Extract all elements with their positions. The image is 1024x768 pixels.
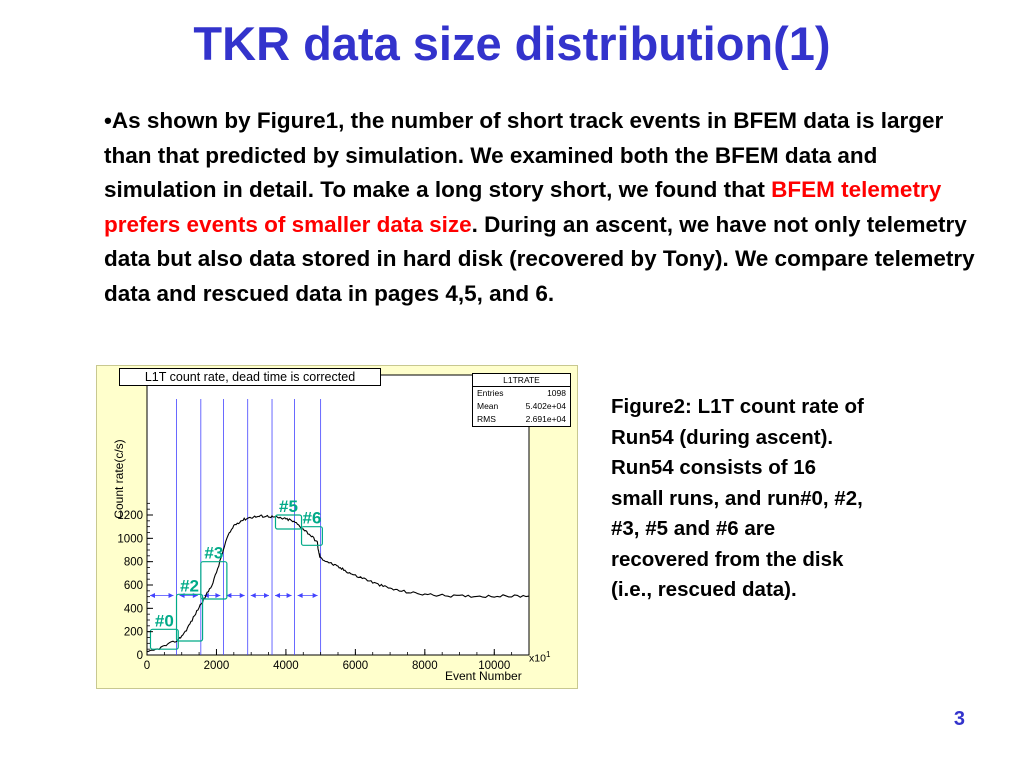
arrow-head-right bbox=[168, 593, 174, 598]
body-text-part-1: •As shown by Figure1, the number of shor… bbox=[104, 108, 944, 202]
stats-row-mean: Mean 5.402e+04 bbox=[473, 400, 570, 413]
arrow-head-right bbox=[312, 593, 318, 598]
run-box-label: #2 bbox=[180, 576, 199, 595]
run-box-6 bbox=[300, 526, 323, 546]
body-text-part-2: . During an ascent, we have not only tel… bbox=[104, 211, 975, 306]
stats-box: L1TRATE Entries 1098 Mean 5.402e+04 RMS … bbox=[472, 373, 571, 427]
body-paragraph: •As shown by Figure1, the number of shor… bbox=[104, 104, 994, 311]
stats-rms-value: 2.691e+04 bbox=[525, 414, 566, 424]
arrow-head-left bbox=[297, 593, 303, 598]
x-tick-label: 2000 bbox=[204, 660, 230, 672]
y-tick-label: 200 bbox=[124, 627, 143, 639]
x-axis-label: Event Number bbox=[445, 669, 522, 683]
y-tick-label: 1000 bbox=[117, 533, 143, 545]
y-axis-label: Count rate(c/s) bbox=[112, 439, 126, 519]
figure-caption: Figure2: L1T count rate of Run54 (during… bbox=[611, 395, 864, 601]
stats-name: L1TRATE bbox=[473, 374, 570, 387]
x-tick-label: 6000 bbox=[343, 660, 369, 672]
data-curve bbox=[146, 514, 530, 653]
run-box-5 bbox=[274, 514, 303, 530]
x-axis-scale-label: x101 bbox=[529, 649, 550, 665]
stats-entries-label: Entries bbox=[477, 388, 504, 398]
y-tick-label: 600 bbox=[124, 580, 143, 592]
run-box-label: #5 bbox=[279, 497, 298, 516]
run-box-label: #0 bbox=[155, 611, 174, 630]
arrow-head-left bbox=[150, 593, 155, 598]
y-tick-label: 1200 bbox=[117, 510, 143, 522]
arrow-head-left bbox=[226, 593, 232, 598]
chart-canvas: #0 #2 #3 #5#6 0 2000 4000 6000 8000 10000 0 200 400 6… bbox=[117, 374, 530, 672]
run-box-label: #6 bbox=[302, 509, 321, 528]
stats-row-rms: RMS 2.691e+04 bbox=[473, 413, 570, 426]
arrow-head-right bbox=[286, 593, 292, 598]
stats-mean-label: Mean bbox=[477, 401, 499, 411]
x-tick-label: 0 bbox=[144, 660, 150, 672]
stats-mean-value: 5.402e+04 bbox=[525, 401, 566, 411]
plot-frame bbox=[146, 374, 530, 656]
page-number: 3 bbox=[953, 708, 965, 730]
stats-row-entries: Entries 1098 bbox=[473, 387, 570, 400]
stats-rms-label: RMS bbox=[477, 414, 496, 424]
arrow-head-right bbox=[264, 593, 270, 598]
x-scale-exponent: 1 bbox=[545, 650, 551, 659]
x-tick-label: 8000 bbox=[412, 660, 438, 672]
x-tick-label: 4000 bbox=[273, 660, 299, 672]
y-tick-label: 0 bbox=[137, 650, 143, 662]
run-box-0 bbox=[149, 628, 179, 650]
y-tick-label: 800 bbox=[124, 557, 143, 569]
histogram-title: L1T count rate, dead time is corrected bbox=[119, 368, 381, 386]
stats-entries-value: 1098 bbox=[547, 388, 566, 398]
run-box-2 bbox=[175, 593, 204, 642]
y-tick-label: 400 bbox=[124, 603, 143, 615]
slide-title: TKR data size distribution(1) bbox=[193, 17, 831, 70]
figure-l1t-count-rate: #0 #2 #3 #5 #6 0 2000 4000 6000 8000 10000 0 200 400 6… bbox=[96, 365, 578, 689]
arrow-head-left bbox=[250, 593, 256, 598]
body-text-highlight: BFEM telemetry prefers events of smaller… bbox=[104, 177, 942, 237]
x-tick-label: 10000 bbox=[478, 660, 510, 672]
run-box-3 bbox=[200, 561, 228, 600]
arrow-head-right bbox=[215, 593, 221, 598]
x-scale-base: x10 bbox=[529, 652, 546, 665]
arrow-head-left bbox=[275, 593, 281, 598]
arrow-head-right bbox=[239, 593, 245, 598]
run-box-label: #3 bbox=[204, 544, 223, 563]
